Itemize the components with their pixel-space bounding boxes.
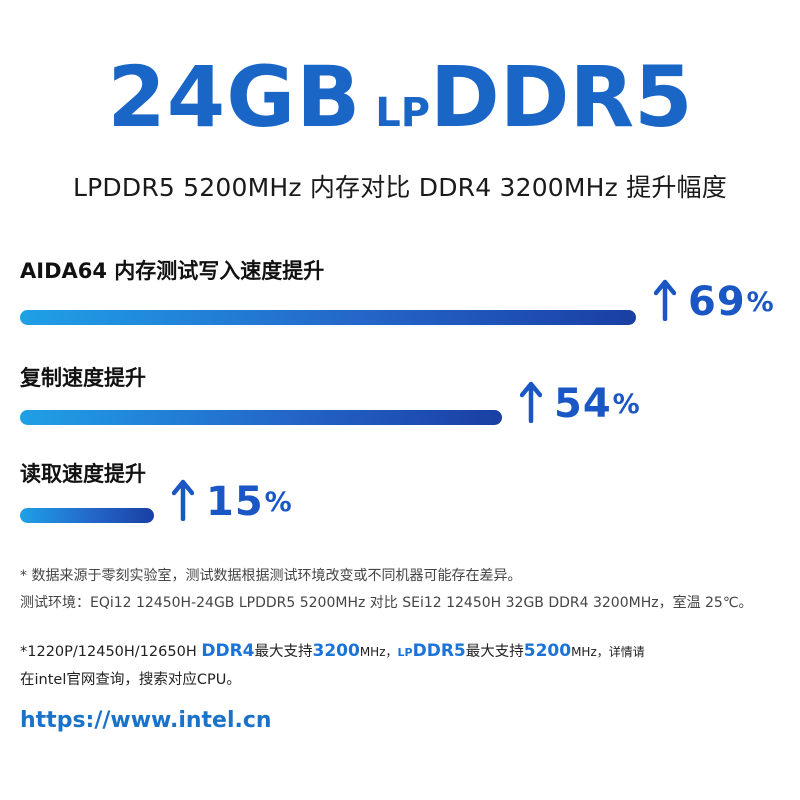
cpu-note-text1: 最大支持 (254, 644, 313, 660)
cpu-note-text2: 最大支持 (465, 644, 524, 660)
bar (20, 410, 502, 425)
cpu-note-mhz2: MHz，详情请 (571, 645, 645, 659)
bar-value-label: 54% (519, 381, 640, 427)
up-arrow-icon (519, 381, 543, 427)
cpu-note-ddr5: DDR5 (412, 641, 466, 661)
footnote-source: * 数据来源于零刻实验室，测试数据根据测试环境改变或不同机器可能存在差异。 (20, 568, 522, 584)
bar-label: 读取速度提升 (20, 462, 146, 486)
bar-label: AIDA64 内存测试写入速度提升 (20, 259, 325, 283)
bar-value-unit: % (746, 286, 774, 318)
bar-value-number: 69 (688, 279, 746, 325)
cpu-support-note-line2: 在intel官网查询，搜索对应CPU。 (20, 672, 241, 688)
hero-lp-prefix: LP (375, 90, 431, 136)
bar (20, 508, 154, 523)
hero-title: 24GB LPDDR5 (0, 48, 800, 146)
hero-ddr-type: DDR5 (430, 48, 693, 146)
bar-value-label: 69% (653, 279, 774, 325)
cpu-note-lp: LP (397, 646, 413, 659)
bar-value-label: 15% (171, 479, 292, 525)
bar-label: 复制速度提升 (20, 366, 146, 390)
cpu-note-ddr4: DDR4 (201, 641, 255, 661)
bar-value-unit: % (612, 388, 640, 420)
intel-link[interactable]: https://www.intel.cn (20, 708, 272, 733)
cpu-note-pre: *1220P/12450H/12650H (20, 644, 202, 660)
cpu-support-note: *1220P/12450H/12650H DDR4最大支持3200MHz，LPD… (20, 640, 645, 661)
hero-capacity: 24GB (107, 48, 362, 146)
improvement-bar-chart: AIDA64 内存测试写入速度提升 69% 复制速度提升 54% 读取速度提升 15% (20, 259, 774, 525)
cpu-note-mhz1: MHz， (359, 645, 398, 659)
bar (20, 310, 636, 325)
bar-value-unit: % (264, 486, 292, 518)
cpu-note-speed2: 5200 (523, 641, 572, 661)
bar-value-number: 15 (206, 479, 264, 525)
footnote-environment: 测试环境：EQi12 12450H-24GB LPDDR5 5200MHz 对比… (20, 595, 753, 611)
up-arrow-icon (653, 279, 677, 325)
bar-value-number: 54 (554, 381, 612, 427)
up-arrow-icon (171, 479, 195, 525)
cpu-note-speed1: 3200 (312, 641, 360, 661)
subtitle: LPDDR5 5200MHz 内存对比 DDR4 3200MHz 提升幅度 (73, 173, 727, 202)
